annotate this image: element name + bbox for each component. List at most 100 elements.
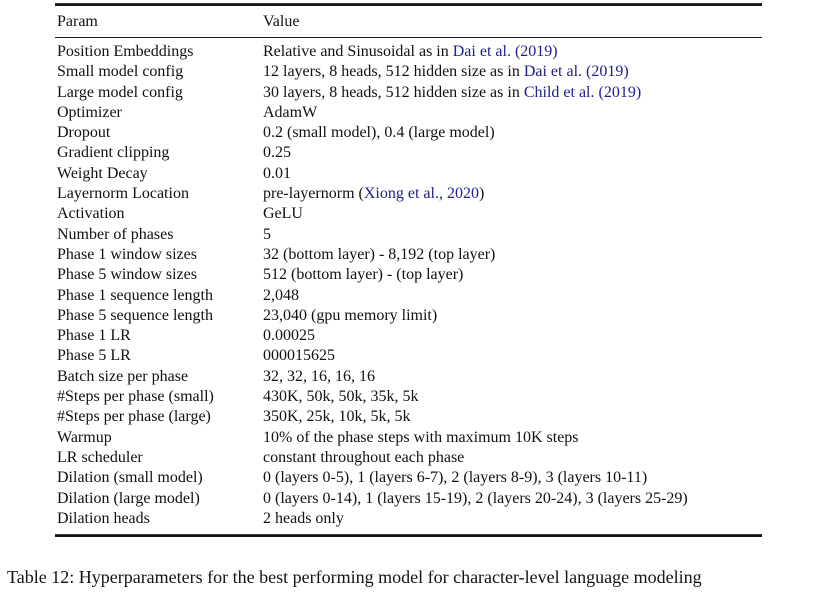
value-cell: 2,048 <box>263 286 762 306</box>
table-row: Phase 1 sequence length 2,048 <box>55 286 762 306</box>
value-text: 0.2 (small model), 0.4 (large model) <box>263 124 495 142</box>
value-text: GeLU <box>263 205 303 223</box>
param-cell: Phase 5 window sizes <box>57 266 197 284</box>
value-cell: 0.00025 <box>263 326 762 346</box>
value-cell: 0 (layers 0-14), 1 (layers 15-19), 2 (la… <box>263 489 762 509</box>
table-row: Number of phases 5 <box>55 225 762 245</box>
value-cell: 0 (layers 0-5), 1 (layers 6-7), 2 (layer… <box>263 468 762 488</box>
table-row: Gradient clipping 0.25 <box>55 143 762 163</box>
param-cell: Activation <box>57 205 125 223</box>
param-cell: Layernorm Location <box>57 185 189 203</box>
table-row: Position Embeddings Relative and Sinusoid… <box>55 42 762 62</box>
param-cell: Dilation (small model) <box>57 469 203 487</box>
value-text: 0.00025 <box>263 327 315 345</box>
value-cell: 32, 32, 16, 16, 16 <box>263 367 762 387</box>
value-text: Relative and Sinusoidal as in <box>263 43 453 60</box>
param-cell: #Steps per phase (large) <box>57 408 211 426</box>
citation-link[interactable]: Dai et al. (2019) <box>452 43 558 60</box>
value-cell: 0.01 <box>263 164 762 184</box>
value-cell: 10% of the phase steps with maximum 10K … <box>263 428 762 448</box>
param-cell: Phase 5 LR <box>57 347 131 365</box>
citation-link[interactable]: Child et al. (2019) <box>523 83 642 101</box>
table-row: Phase 1 LR 0.00025 <box>55 326 762 346</box>
value-text: 10% of the phase steps with maximum 10K … <box>263 428 579 446</box>
table-row: Small model config 12 layers, 8 heads, 51… <box>55 62 762 82</box>
param-cell: Dilation (large model) <box>57 489 200 507</box>
value-text: AdamW <box>263 103 318 121</box>
value-text: 430K, 50k, 50k, 35k, 5k <box>263 388 419 406</box>
value-text: 5 <box>263 225 271 243</box>
value-text: 12 layers, 8 heads, 512 hidden size as i… <box>263 63 524 81</box>
table-top-rule <box>55 3 762 6</box>
value-cell: constant throughout each phase <box>263 448 762 468</box>
table-row: Phase 1 window sizes 32 (bottom layer) - … <box>55 245 762 265</box>
table-row: Activation GeLU <box>55 204 762 224</box>
table-row: Layernorm Location pre-layernorm (Xiong e… <box>55 184 762 204</box>
table-row: Dilation (large model) 0 (layers 0-14), 1… <box>55 489 762 509</box>
param-cell: Phase 1 sequence length <box>57 286 213 304</box>
table-row: Warmup 10% of the phase steps with maximu… <box>55 428 762 448</box>
param-cell: Phase 1 LR <box>57 327 131 345</box>
param-cell: Warmup <box>57 428 112 446</box>
param-cell: Optimizer <box>57 103 122 121</box>
value-text: 0.01 <box>263 164 291 182</box>
table-row: Batch size per phase 32, 32, 16, 16, 16 <box>55 367 762 387</box>
table-row: Optimizer AdamW <box>55 103 762 123</box>
value-cell: 430K, 50k, 50k, 35k, 5k <box>263 387 762 407</box>
value-text: 350K, 25k, 10k, 5k, 5k <box>263 408 411 426</box>
param-cell: Phase 1 window sizes <box>57 245 197 263</box>
value-cell: 512 (bottom layer) - (top layer) <box>263 265 762 285</box>
value-text: 0.25 <box>263 144 291 162</box>
value-cell: Relative and Sinusoidal as in Dai et al.… <box>263 42 762 62</box>
param-cell: Dropout <box>57 124 111 142</box>
param-cell: Large model config <box>57 83 183 101</box>
table-header-rule <box>55 37 762 38</box>
table-body: Position Embeddings Relative and Sinusoid… <box>55 38 762 534</box>
value-text: 0 (layers 0-5), 1 (layers 6-7), 2 (layer… <box>263 469 648 487</box>
value-cell: 32 (bottom layer) - 8,192 (top layer) <box>263 245 762 265</box>
table-row: Phase 5 LR 000015625 <box>55 346 762 366</box>
value-text: 0 (layers 0-14), 1 (layers 15-19), 2 (la… <box>263 489 688 507</box>
table-caption: Table 12: Hyperparameters for the best p… <box>7 567 702 587</box>
table-row: #Steps per phase (large) 350K, 25k, 10k, … <box>55 407 762 427</box>
value-cell: pre-layernorm (Xiong et al., 2020) <box>263 184 762 204</box>
param-cell: Batch size per phase <box>57 367 189 385</box>
hyperparameters-table: Param Value Position Embeddings Relative … <box>55 3 762 538</box>
value-text: ) <box>478 185 485 203</box>
value-text: 000015625 <box>263 347 335 365</box>
table-bottom-rule <box>55 534 762 538</box>
param-cell: #Steps per phase (small) <box>57 388 214 406</box>
value-cell: 0.2 (small model), 0.4 (large model) <box>263 123 762 143</box>
value-cell: 0.25 <box>263 143 762 163</box>
table-row: Phase 5 window sizes 512 (bottom layer) -… <box>55 265 762 285</box>
value-text: 30 layers, 8 heads, 512 hidden size as i… <box>263 83 524 101</box>
value-cell: 30 layers, 8 heads, 512 hidden size as i… <box>263 83 762 103</box>
param-cell: Phase 5 sequence length <box>57 306 213 324</box>
value-cell: 2 heads only <box>263 509 762 529</box>
table-header-row: Param Value <box>55 6 762 37</box>
citation-link[interactable]: Xiong et al., 2020 <box>363 185 479 203</box>
value-text: 23,040 (gpu memory limit) <box>263 306 438 324</box>
value-text: 2 heads only <box>263 509 344 527</box>
param-cell: Gradient clipping <box>57 144 170 162</box>
value-cell: 350K, 25k, 10k, 5k, 5k <box>263 407 762 427</box>
param-cell: Position Embeddings <box>57 43 194 60</box>
value-text: 2,048 <box>263 286 299 304</box>
param-cell: Small model config <box>57 63 184 81</box>
value-text: pre-layernorm ( <box>263 185 364 203</box>
value-cell: 12 layers, 8 heads, 512 hidden size as i… <box>263 62 762 82</box>
table-row: Dropout 0.2 (small model), 0.4 (large mod… <box>55 123 762 143</box>
column-header-param: Param <box>57 13 98 30</box>
table-row: Dilation heads 2 heads only <box>55 509 762 529</box>
table-row: Dilation (small model) 0 (layers 0-5), 1 … <box>55 468 762 488</box>
table-row: Weight Decay 0.01 <box>55 164 762 184</box>
param-cell: Weight Decay <box>57 164 148 182</box>
table-row: #Steps per phase (small) 430K, 50k, 50k, … <box>55 387 762 407</box>
param-cell: Dilation heads <box>57 509 150 527</box>
column-header-value: Value <box>263 13 300 30</box>
citation-link[interactable]: Dai et al. (2019) <box>523 63 629 81</box>
table-row: Large model config 30 layers, 8 heads, 51… <box>55 83 762 103</box>
value-cell: 000015625 <box>263 346 762 366</box>
value-cell: GeLU <box>263 204 762 224</box>
